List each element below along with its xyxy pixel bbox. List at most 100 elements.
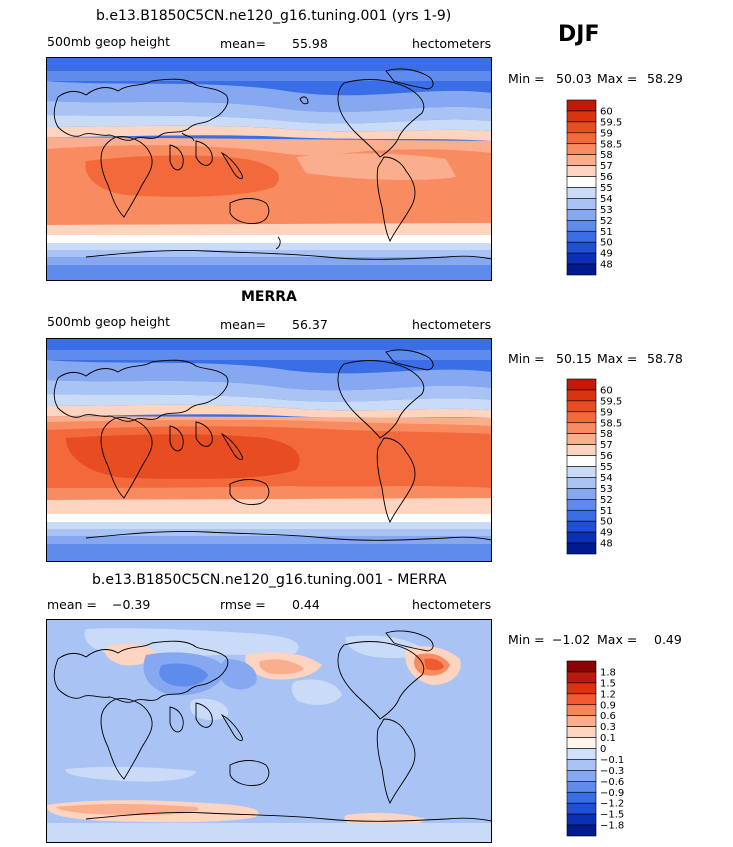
colorbar-level-label: 0.1 xyxy=(600,733,616,744)
panel2-mean-value: 56.37 xyxy=(292,317,328,332)
season-label: DJF xyxy=(558,22,600,47)
panel2-title: MERRA xyxy=(241,289,297,305)
panel3-rmse-label: rmse = xyxy=(220,597,266,612)
colorbar-box xyxy=(566,433,597,445)
colorbar-box xyxy=(566,499,597,511)
panel1-min-label: Min = xyxy=(508,71,545,86)
colorbar-level-label: 53 xyxy=(600,205,613,216)
colorbar-level-label: 51 xyxy=(600,227,613,238)
colorbar-box xyxy=(566,509,597,522)
colorbar-level-label: −1.5 xyxy=(600,810,624,821)
colorbar-level-label: 0.6 xyxy=(600,711,616,722)
colorbar-level-label: −1.8 xyxy=(600,821,624,832)
colorbar-box xyxy=(566,230,597,243)
colorbar-level-label: 58.5 xyxy=(600,418,622,429)
colorbar-level-label: −1.2 xyxy=(600,799,624,810)
colorbar-level-label: 1.5 xyxy=(600,678,616,689)
panel2-variable: 500mb geop height xyxy=(47,314,170,329)
panel2-mean-label: mean= xyxy=(220,317,266,332)
colorbar-level-label: 58 xyxy=(600,429,613,440)
panel3-rmse-value: 0.44 xyxy=(292,597,320,612)
colorbar-box xyxy=(566,759,597,771)
panel3-colorbar: 1.81.51.20.90.60.30.10−0.1−0.3−0.6−0.9−1… xyxy=(566,660,624,837)
colorbar-level-label: 58.5 xyxy=(600,139,622,150)
colorbar-box xyxy=(566,726,597,738)
colorbar-box xyxy=(566,241,597,254)
colorbar-box xyxy=(566,488,597,500)
colorbar-box xyxy=(566,813,597,826)
colorbar-box xyxy=(566,781,597,793)
panel3-title: b.e13.B1850C5CN.ne120_g16.tuning.001 - M… xyxy=(92,572,447,588)
panel1-map xyxy=(46,57,493,281)
colorbar-level-label: 48 xyxy=(600,260,613,271)
panel1-max-label: Max = xyxy=(597,71,638,86)
colorbar-level-label: 1.8 xyxy=(600,667,616,678)
colorbar-level-label: 0.9 xyxy=(600,700,616,711)
panel3-mean-value: −0.39 xyxy=(112,597,151,612)
colorbar-level-label: 59.5 xyxy=(600,396,622,407)
colorbar-box xyxy=(566,209,597,221)
colorbar-box xyxy=(566,660,597,673)
colorbar-box xyxy=(566,220,597,232)
panel2-min-label: Min = xyxy=(508,351,545,366)
colorbar-box xyxy=(566,715,597,727)
colorbar-level-label: 51 xyxy=(600,506,613,517)
panel1-mean-value: 55.98 xyxy=(292,36,328,51)
colorbar-box xyxy=(566,132,597,145)
colorbar-box xyxy=(566,389,597,402)
colorbar-box xyxy=(566,110,597,123)
colorbar-box xyxy=(566,400,597,413)
panel2-min-value: 50.15 xyxy=(556,351,592,366)
colorbar-level-label: 50 xyxy=(600,238,613,249)
panel1-variable: 500mb geop height xyxy=(47,34,170,49)
colorbar-box xyxy=(566,121,597,134)
colorbar-box xyxy=(566,770,597,782)
colorbar-box xyxy=(566,154,597,166)
colorbar-level-label: 0.3 xyxy=(600,722,616,733)
panel1-units: hectometers xyxy=(412,36,492,51)
colorbar-level-label: 56 xyxy=(600,451,613,462)
colorbar-level-label: −0.9 xyxy=(600,788,624,799)
panel3-min-label: Min = xyxy=(508,632,545,647)
colorbar-box xyxy=(566,704,597,716)
colorbar-box xyxy=(566,378,597,391)
colorbar-level-label: 0 xyxy=(600,744,606,755)
panel2-units: hectometers xyxy=(412,317,492,332)
panel3-min-value: −1.02 xyxy=(552,632,591,647)
panel1-min-value: 50.03 xyxy=(556,71,592,86)
colorbar-level-label: 53 xyxy=(600,484,613,495)
colorbar-box xyxy=(566,671,597,684)
colorbar-box xyxy=(566,252,597,265)
colorbar-level-label: 49 xyxy=(600,528,613,539)
colorbar-box xyxy=(566,455,597,467)
panel3-mean-label: mean = xyxy=(47,597,97,612)
colorbar-box xyxy=(566,466,597,478)
panel3-units: hectometers xyxy=(412,597,492,612)
panel3-map xyxy=(46,619,493,843)
panel1-mean-label: mean= xyxy=(220,36,266,51)
colorbar-level-label: 50 xyxy=(600,517,613,528)
colorbar-level-label: 56 xyxy=(600,172,613,183)
colorbar-box xyxy=(566,187,597,199)
colorbar-level-label: −0.6 xyxy=(600,777,624,788)
colorbar-level-label: 54 xyxy=(600,473,613,484)
colorbar-level-label: 54 xyxy=(600,194,613,205)
colorbar-level-label: 58 xyxy=(600,150,613,161)
colorbar-box xyxy=(566,263,597,276)
colorbar-level-label: 48 xyxy=(600,539,613,550)
colorbar-box xyxy=(566,143,597,155)
colorbar-box xyxy=(566,802,597,815)
panel1-title: b.e13.B1850C5CN.ne120_g16.tuning.001 (yr… xyxy=(96,8,452,24)
colorbar-box xyxy=(566,693,597,706)
colorbar-level-label: 55 xyxy=(600,183,613,194)
colorbar-level-label: 60 xyxy=(600,385,613,396)
colorbar-box xyxy=(566,531,597,544)
colorbar-box xyxy=(566,99,597,112)
colorbar-level-label: 60 xyxy=(600,106,613,117)
colorbar-level-label: 1.2 xyxy=(600,689,616,700)
colorbar-box xyxy=(566,682,597,695)
colorbar-level-label: 52 xyxy=(600,216,613,227)
colorbar-box xyxy=(566,824,597,837)
panel3-max-label: Max = xyxy=(597,632,638,647)
